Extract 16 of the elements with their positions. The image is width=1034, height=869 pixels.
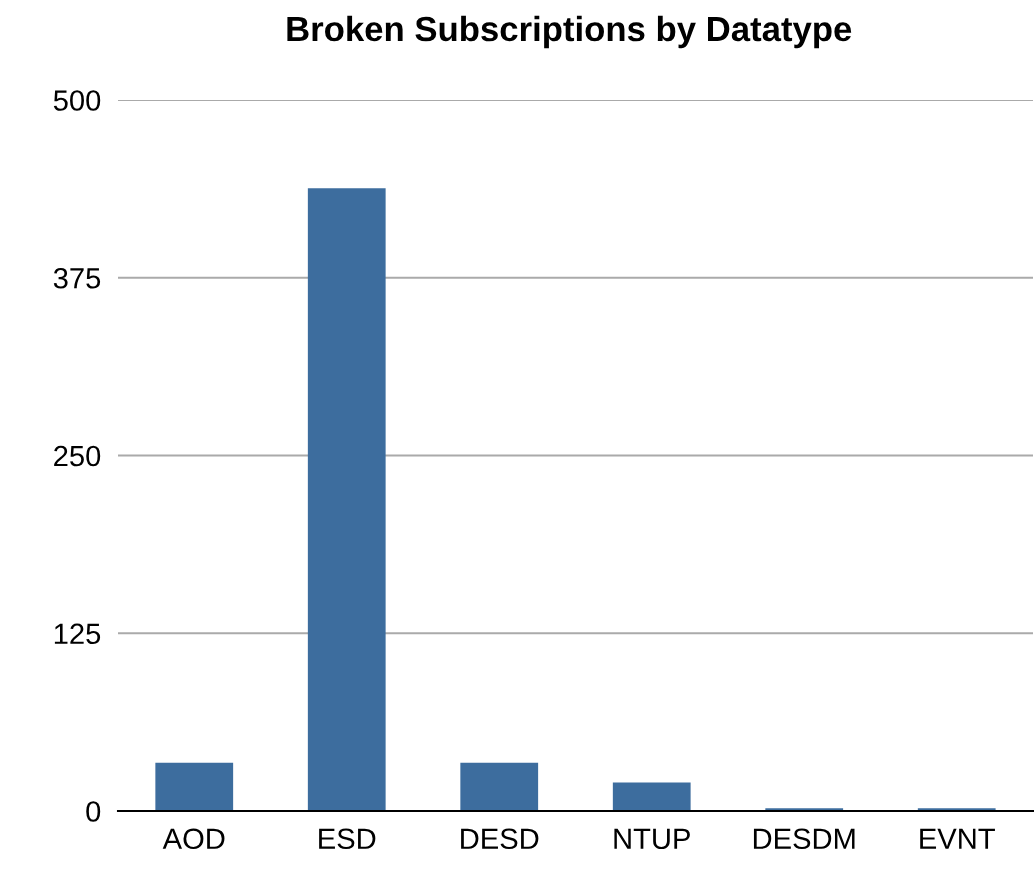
y-tick-label: 375: [53, 267, 101, 289]
y-tick-label: 500: [53, 90, 101, 111]
chart-title: Broken Subscriptions by Datatype: [287, 15, 852, 49]
bar: [155, 762, 234, 811]
x-tick-label: DESD: [461, 828, 539, 850]
x-tick-label: EVNT: [920, 828, 995, 849]
y-tick-label: 0: [86, 801, 101, 822]
y-tick-label: 125: [54, 623, 101, 645]
bar: [612, 782, 691, 811]
bar: [307, 188, 386, 811]
bar: [460, 762, 539, 811]
x-tick-label: AOD: [162, 828, 225, 850]
y-tick-label: 250: [54, 445, 101, 467]
x-tick-label: NTUP: [614, 828, 690, 850]
x-tick-label: DESDM: [753, 828, 855, 850]
x-tick-label: ESD: [319, 828, 376, 850]
